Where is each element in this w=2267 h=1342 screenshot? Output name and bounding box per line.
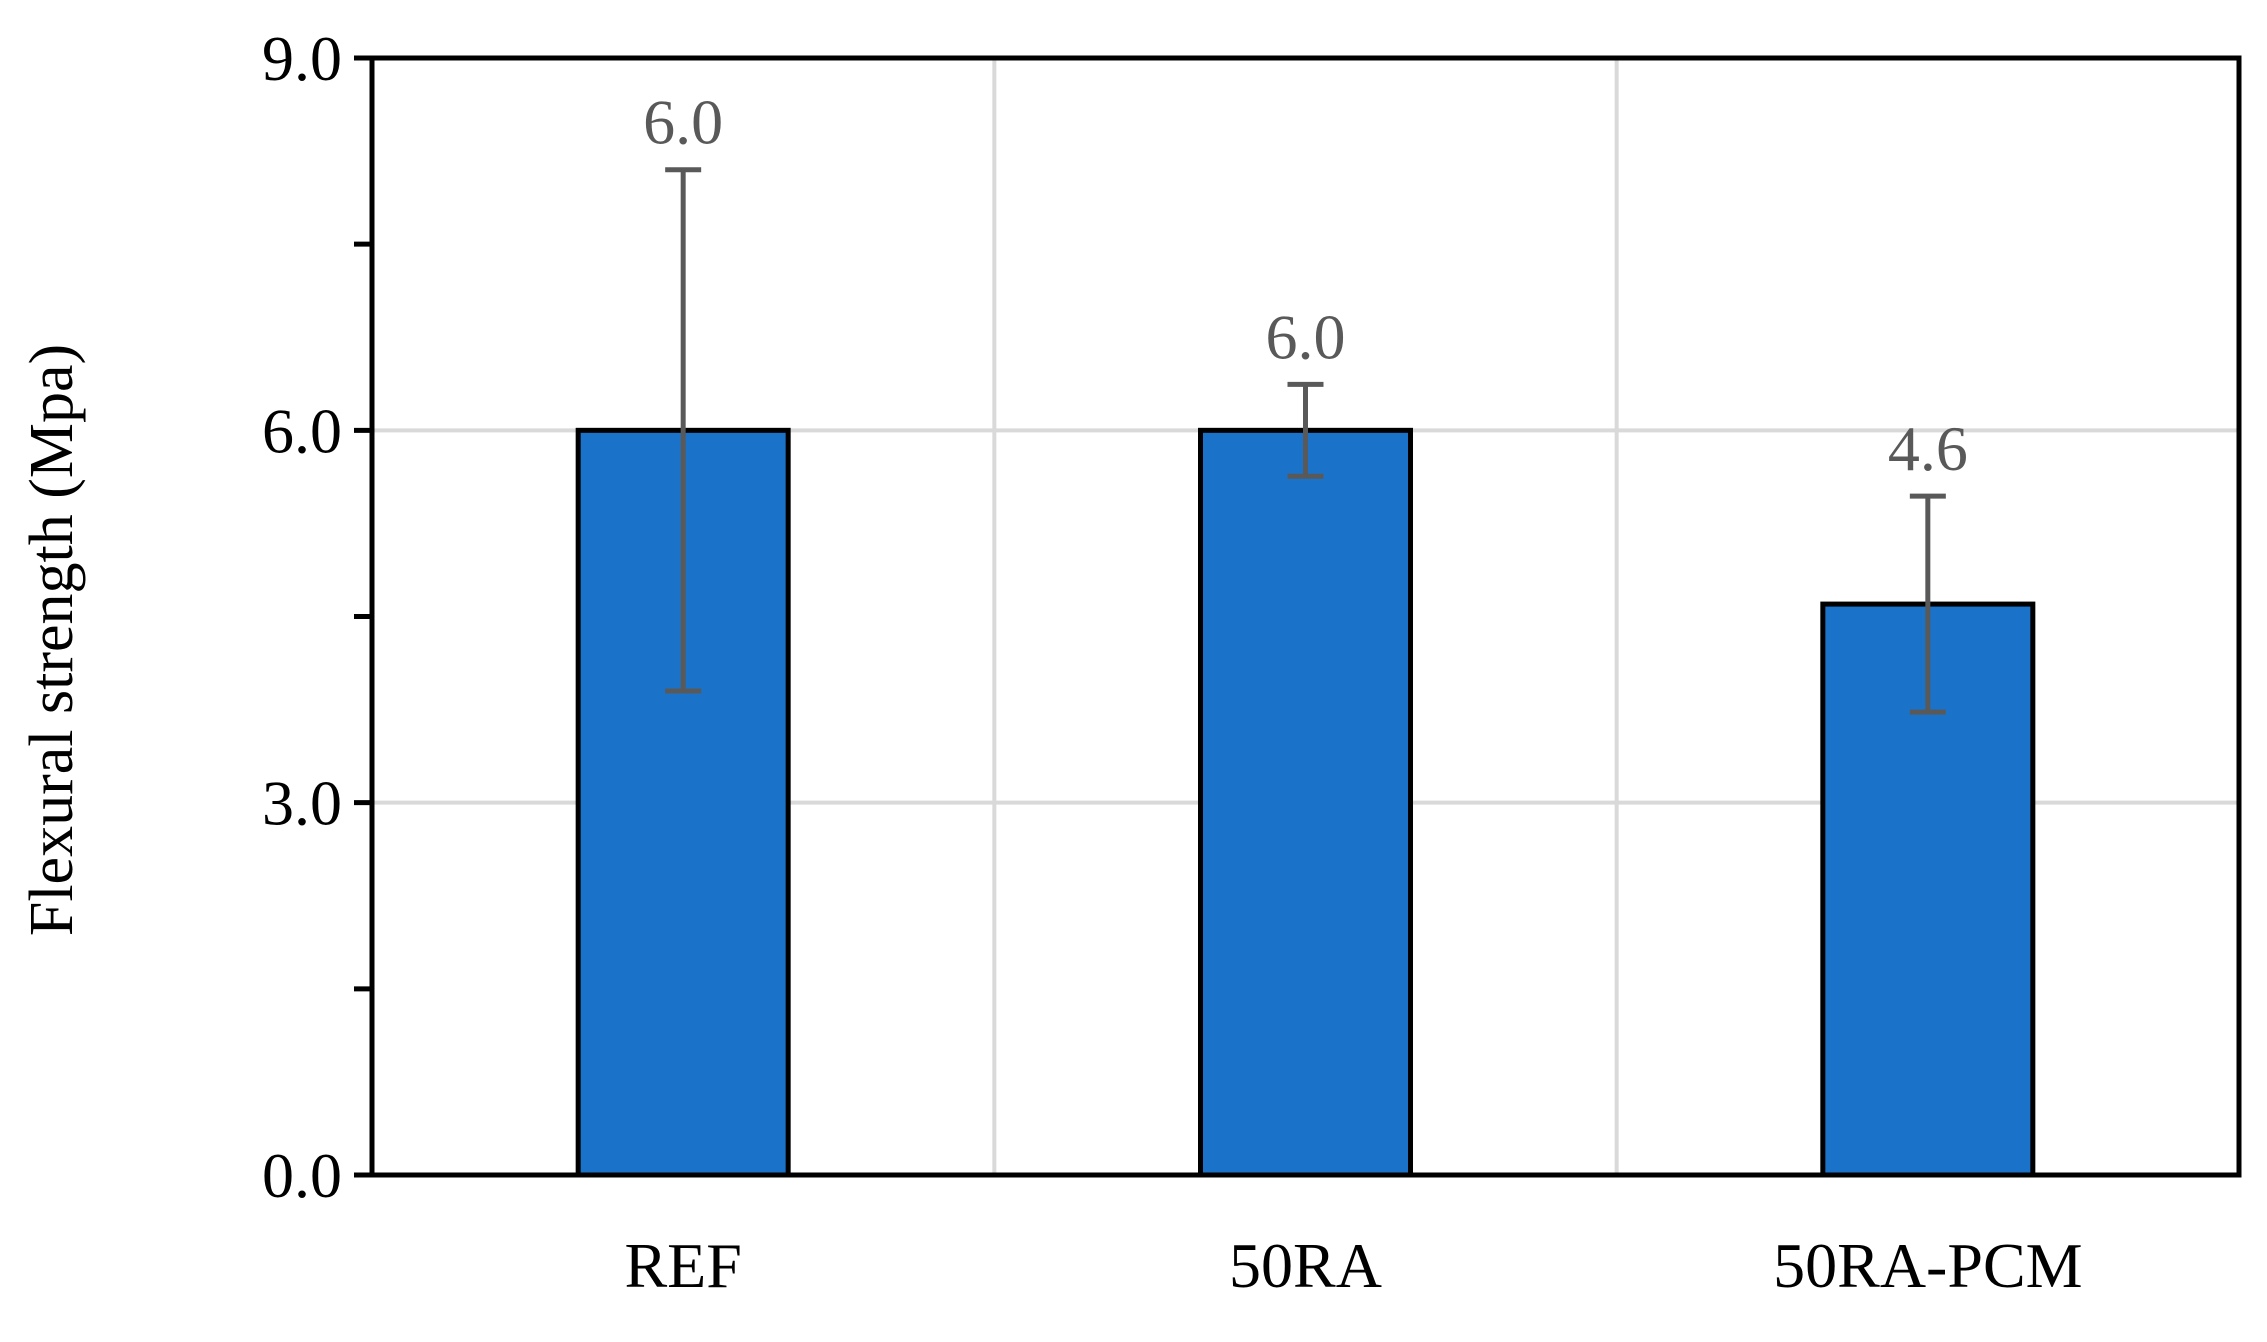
y-tick-label: 9.0 (262, 23, 342, 94)
y-tick-label: 0.0 (262, 1140, 342, 1211)
y-axis-title: Flexural strength (Mpa) (18, 344, 86, 936)
data-label: 6.0 (643, 87, 723, 158)
y-tick-label: 3.0 (262, 768, 342, 839)
data-labels: 6.0 6.0 4.6 (643, 87, 1968, 484)
x-category-label: 50RA (1229, 1230, 1382, 1301)
error-bar-50ra-pcm (1909, 493, 1946, 715)
x-category-label: REF (624, 1230, 741, 1301)
error-bars (665, 167, 1946, 715)
y-axis-ticks (354, 55, 372, 1178)
x-axis-category-labels: REF 50RA 50RA-PCM (624, 1230, 2082, 1301)
x-category-label: 50RA-PCM (1773, 1230, 2082, 1301)
y-axis-tick-labels: 0.0 3.0 6.0 9.0 (262, 23, 342, 1211)
error-bar-50ra (1287, 381, 1324, 479)
y-tick-label: 6.0 (262, 395, 342, 466)
data-label: 4.6 (1888, 413, 1968, 484)
error-bar-ref (665, 167, 702, 694)
data-label: 6.0 (1266, 301, 1346, 372)
bar-50ra (1198, 427, 1413, 1178)
